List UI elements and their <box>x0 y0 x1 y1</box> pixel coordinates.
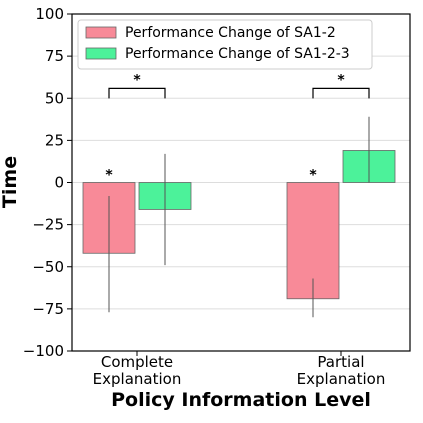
significance-marker: * <box>105 168 113 184</box>
significance-bracket-label: * <box>337 72 345 88</box>
error-bars <box>108 116 370 318</box>
x-axis-title: Policy Information Level <box>111 389 371 411</box>
y-tick-label: 100 <box>35 5 64 23</box>
significance-bracket-label: * <box>133 72 141 88</box>
legend-box <box>77 19 373 70</box>
x-category-label: Partial <box>317 353 364 371</box>
legend-label: Performance Change of SA1-2-3 <box>125 46 350 62</box>
y-tick-label: 75 <box>45 47 64 65</box>
x-category-label: Complete <box>101 353 173 371</box>
y-axis: 100 75 50 25 0 −25 −50 −75 −100 <box>23 5 72 360</box>
y-tick-label: −50 <box>32 258 64 276</box>
significance-annotations: * * * * <box>105 72 370 184</box>
y-axis-title: Time <box>0 156 21 208</box>
y-tick-label: 0 <box>54 174 64 192</box>
significance-marker: * <box>309 168 317 184</box>
y-tick-label: 50 <box>45 89 64 107</box>
y-tick-label: −100 <box>23 342 64 360</box>
legend-swatch <box>85 26 117 39</box>
y-tick-label: −25 <box>32 216 64 234</box>
x-category-label: Explanation <box>297 370 386 388</box>
x-category-label: Explanation <box>93 370 182 388</box>
significance-bracket <box>312 87 370 99</box>
y-tick-label: −75 <box>32 300 64 318</box>
legend-swatch <box>85 47 117 60</box>
y-tick-label: 25 <box>45 131 64 149</box>
legend: Performance Change of SA1-2 Performance C… <box>77 19 373 70</box>
significance-bracket <box>108 87 166 99</box>
legend-label: Performance Change of SA1-2 <box>125 25 336 41</box>
